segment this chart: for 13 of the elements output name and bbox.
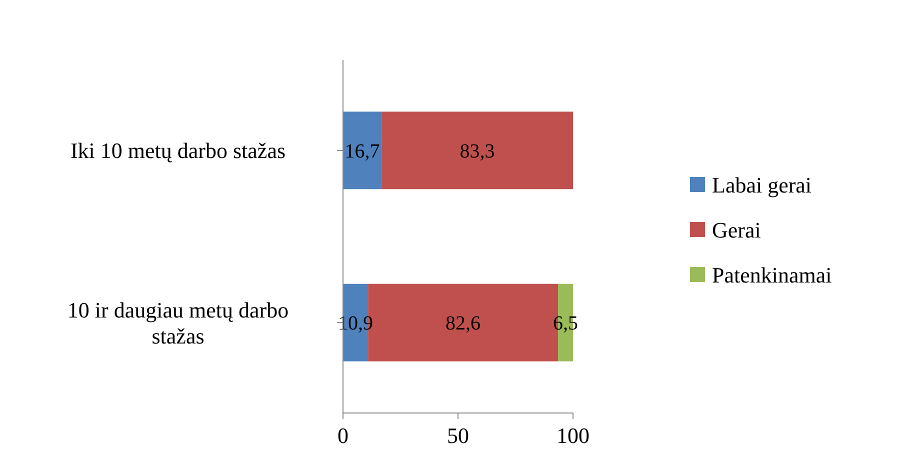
- data-label: 16,7: [344, 140, 380, 162]
- data-label: 83,3: [460, 140, 495, 162]
- x-tick-label: 0: [338, 423, 348, 448]
- legend-label: Patenkinamai: [712, 262, 832, 288]
- bar: [343, 112, 382, 190]
- bar: [381, 112, 573, 190]
- x-tick-label: 50: [447, 423, 469, 448]
- x-tick-label: 100: [556, 423, 590, 448]
- y-tick-label: 10 ir daugiau metų darbo stažas: [67, 297, 289, 348]
- data-label: 82,6: [446, 312, 481, 335]
- legend-label: Gerai: [712, 218, 761, 243]
- legend-label: Labai gerai: [712, 172, 812, 198]
- y-tick-label: Iki 10 metų darbo stažas: [70, 138, 286, 164]
